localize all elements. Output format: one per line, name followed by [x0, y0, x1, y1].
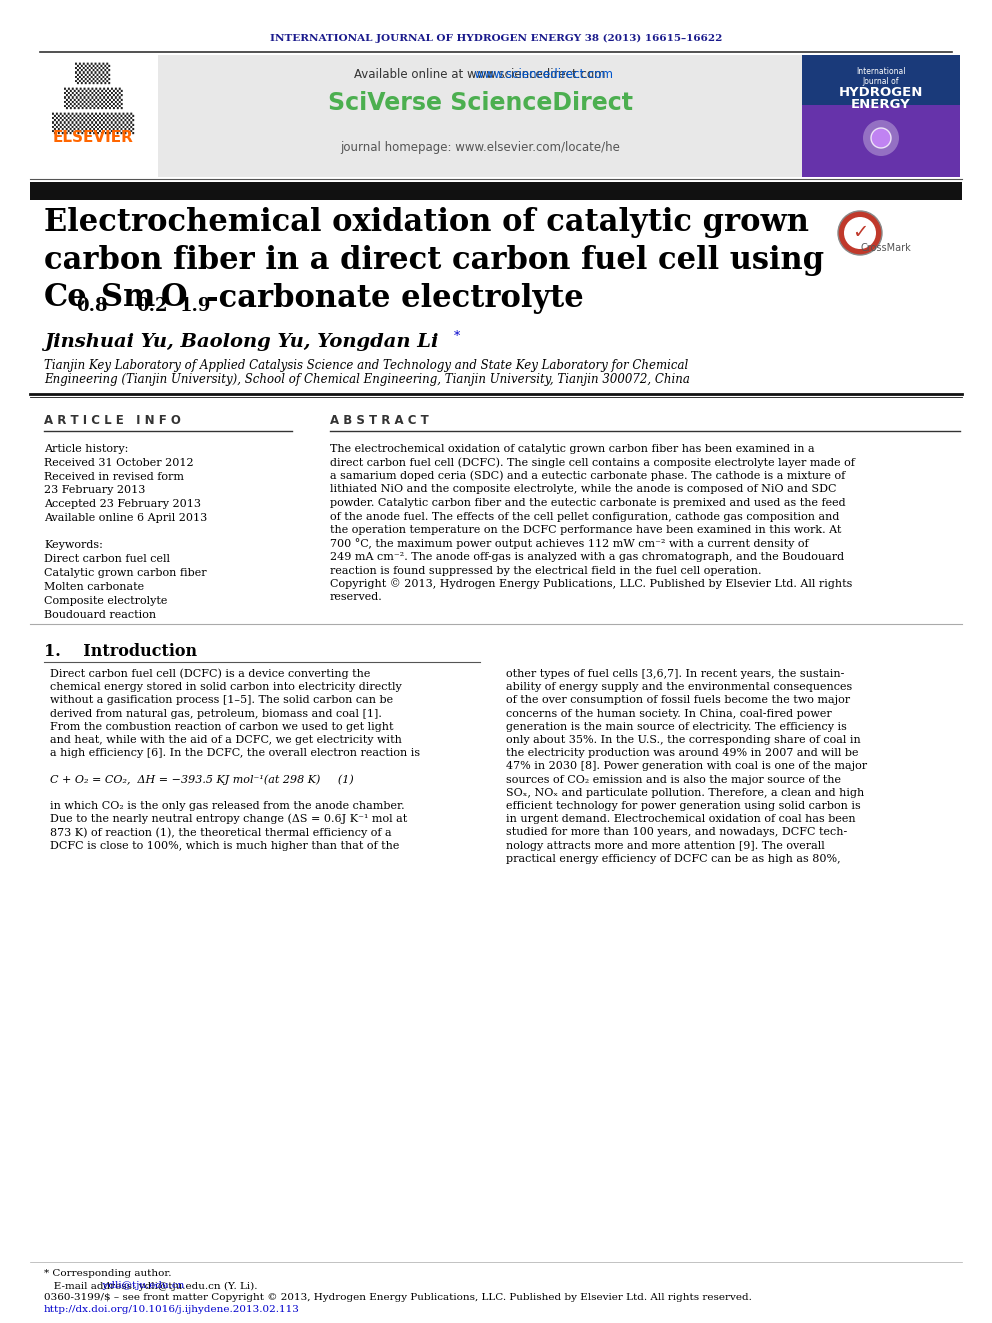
Text: reaction is found suppressed by the electrical field in the fuel cell operation.: reaction is found suppressed by the elec… — [330, 565, 762, 576]
Text: Due to the nearly neutral entropy change (ΔS = 0.6J K⁻¹ mol at: Due to the nearly neutral entropy change… — [50, 814, 408, 824]
Text: derived from natural gas, petroleum, biomass and coal [1].: derived from natural gas, petroleum, bio… — [50, 709, 382, 718]
Text: E-mail address: ydli@tju.edu.cn (Y. Li).: E-mail address: ydli@tju.edu.cn (Y. Li). — [44, 1282, 258, 1290]
Text: 0360-3199/$ – see front matter Copyright © 2013, Hydrogen Energy Publications, L: 0360-3199/$ – see front matter Copyright… — [44, 1294, 752, 1303]
Text: HYDROGEN: HYDROGEN — [839, 86, 924, 99]
Text: sources of CO₂ emission and is also the major source of the: sources of CO₂ emission and is also the … — [506, 774, 841, 785]
Text: ENERGY: ENERGY — [851, 98, 911, 111]
Text: concerns of the human society. In China, coal-fired power: concerns of the human society. In China,… — [506, 709, 831, 718]
Bar — [802, 105, 960, 177]
Text: chemical energy stored in solid carbon into electricity directly: chemical energy stored in solid carbon i… — [50, 683, 402, 692]
Text: A R T I C L E   I N F O: A R T I C L E I N F O — [44, 414, 181, 427]
Text: Molten carbonate: Molten carbonate — [44, 582, 144, 591]
Text: C + O₂ = CO₂,  ΔH = −393.5 KJ mol⁻¹(at 298 K)     (1): C + O₂ = CO₂, ΔH = −393.5 KJ mol⁻¹(at 29… — [50, 774, 354, 785]
Text: Sm: Sm — [101, 283, 156, 314]
Text: powder. Catalytic carbon fiber and the eutectic carbonate is premixed and used a: powder. Catalytic carbon fiber and the e… — [330, 497, 845, 508]
Circle shape — [871, 128, 891, 148]
Text: From the combustion reaction of carbon we used to get light: From the combustion reaction of carbon w… — [50, 722, 394, 732]
Text: of the anode fuel. The effects of the cell pellet configuration, cathode gas com: of the anode fuel. The effects of the ce… — [330, 512, 839, 521]
Text: ability of energy supply and the environmental consequences: ability of energy supply and the environ… — [506, 683, 852, 692]
Text: journal homepage: www.elsevier.com/locate/he: journal homepage: www.elsevier.com/locat… — [340, 142, 620, 155]
Text: The electrochemical oxidation of catalytic grown carbon fiber has been examined : The electrochemical oxidation of catalyt… — [330, 445, 814, 454]
Text: Boudouard reaction: Boudouard reaction — [44, 610, 156, 620]
Text: 23 February 2013: 23 February 2013 — [44, 486, 146, 495]
Text: A B S T R A C T: A B S T R A C T — [330, 414, 429, 427]
Text: in urgent demand. Electrochemical oxidation of coal has been: in urgent demand. Electrochemical oxidat… — [506, 814, 856, 824]
Text: direct carbon fuel cell (DCFC). The single cell contains a composite electrolyte: direct carbon fuel cell (DCFC). The sing… — [330, 458, 855, 468]
Text: 700 °C, the maximum power output achieves 112 mW cm⁻² with a current density of: 700 °C, the maximum power output achieve… — [330, 538, 808, 549]
Circle shape — [844, 217, 876, 249]
Text: 1.9: 1.9 — [180, 296, 211, 315]
Text: CrossMark: CrossMark — [861, 243, 912, 253]
Text: Ce: Ce — [44, 283, 87, 314]
Text: Jinshuai Yu, Baolong Yu, Yongdan Li: Jinshuai Yu, Baolong Yu, Yongdan Li — [44, 333, 438, 351]
Text: a samarium doped ceria (SDC) and a eutectic carbonate phase. The cathode is a mi: a samarium doped ceria (SDC) and a eutec… — [330, 471, 845, 482]
Text: other types of fuel cells [3,6,7]. In recent years, the sustain-: other types of fuel cells [3,6,7]. In re… — [506, 669, 844, 679]
Text: Available online at www.sciencedirect.com: Available online at www.sciencedirect.co… — [354, 67, 606, 81]
Text: ▒▒▒
▒▒▒▒▒
▒▒▒▒▒▒▒: ▒▒▒ ▒▒▒▒▒ ▒▒▒▒▒▒▒ — [52, 62, 134, 134]
Text: ELSEVIER: ELSEVIER — [53, 130, 134, 144]
Text: carbon fiber in a direct carbon fuel cell using: carbon fiber in a direct carbon fuel cel… — [44, 245, 824, 275]
Text: O: O — [161, 283, 187, 314]
Text: only about 35%. In the U.S., the corresponding share of coal in: only about 35%. In the U.S., the corresp… — [506, 736, 861, 745]
Text: Keywords:: Keywords: — [44, 540, 103, 550]
Text: a high efficiency [6]. In the DCFC, the overall electron reaction is: a high efficiency [6]. In the DCFC, the … — [50, 749, 421, 758]
Text: the electricity production was around 49% in 2007 and will be: the electricity production was around 49… — [506, 749, 858, 758]
Text: practical energy efficiency of DCFC can be as high as 80%,: practical energy efficiency of DCFC can … — [506, 853, 840, 864]
Text: Catalytic grown carbon fiber: Catalytic grown carbon fiber — [44, 568, 206, 578]
Text: Copyright © 2013, Hydrogen Energy Publications, LLC. Published by Elsevier Ltd. : Copyright © 2013, Hydrogen Energy Public… — [330, 578, 852, 589]
Text: 0.2: 0.2 — [136, 296, 168, 315]
Text: 0.8: 0.8 — [76, 296, 107, 315]
Text: DCFC is close to 100%, which is much higher than that of the: DCFC is close to 100%, which is much hig… — [50, 840, 400, 851]
Text: 1.    Introduction: 1. Introduction — [44, 643, 197, 660]
Text: 873 K) of reaction (1), the theoretical thermal efficiency of a: 873 K) of reaction (1), the theoretical … — [50, 827, 392, 837]
Text: SOₓ, NOₓ and particulate pollution. Therefore, a clean and high: SOₓ, NOₓ and particulate pollution. Ther… — [506, 787, 864, 798]
Text: Tianjin Key Laboratory of Applied Catalysis Science and Technology and State Key: Tianjin Key Laboratory of Applied Cataly… — [44, 360, 688, 373]
Text: http://dx.doi.org/10.1016/j.ijhydene.2013.02.113: http://dx.doi.org/10.1016/j.ijhydene.201… — [44, 1306, 300, 1315]
Text: * Corresponding author.: * Corresponding author. — [44, 1270, 172, 1278]
Text: lithiated NiO and the composite electrolyte, while the anode is composed of NiO : lithiated NiO and the composite electrol… — [330, 484, 836, 495]
Bar — [158, 56, 802, 177]
Text: the operation temperature on the DCFC performance have been examined in this wor: the operation temperature on the DCFC pe… — [330, 525, 841, 534]
Bar — [30, 56, 156, 177]
Bar — [30, 183, 962, 200]
Circle shape — [863, 120, 899, 156]
Text: ydli@tju.edu.cn: ydli@tju.edu.cn — [44, 1282, 185, 1290]
Text: Composite electrolyte: Composite electrolyte — [44, 595, 168, 606]
Text: ✓: ✓ — [852, 224, 868, 242]
Text: Journal of: Journal of — [863, 77, 900, 86]
Text: without a gasification process [1–5]. The solid carbon can be: without a gasification process [1–5]. Th… — [50, 696, 393, 705]
Text: -carbonate electrolyte: -carbonate electrolyte — [206, 283, 583, 314]
Bar — [802, 56, 960, 177]
Text: Direct carbon fuel cell: Direct carbon fuel cell — [44, 554, 170, 564]
Text: Engineering (Tianjin University), School of Chemical Engineering, Tianjin Univer: Engineering (Tianjin University), School… — [44, 373, 689, 385]
Text: efficient technology for power generation using solid carbon is: efficient technology for power generatio… — [506, 800, 861, 811]
Text: studied for more than 100 years, and nowadays, DCFC tech-: studied for more than 100 years, and now… — [506, 827, 847, 837]
Text: 47% in 2030 [8]. Power generation with coal is one of the major: 47% in 2030 [8]. Power generation with c… — [506, 762, 867, 771]
Text: *: * — [454, 329, 460, 343]
Text: 249 mA cm⁻². The anode off-gas is analyzed with a gas chromatograph, and the Bou: 249 mA cm⁻². The anode off-gas is analyz… — [330, 552, 844, 562]
Text: nology attracts more and more attention [9]. The overall: nology attracts more and more attention … — [506, 840, 824, 851]
Text: INTERNATIONAL JOURNAL OF HYDROGEN ENERGY 38 (2013) 16615–16622: INTERNATIONAL JOURNAL OF HYDROGEN ENERGY… — [270, 33, 722, 42]
Text: SciVerse ScienceDirect: SciVerse ScienceDirect — [327, 91, 633, 115]
Text: Accepted 23 February 2013: Accepted 23 February 2013 — [44, 499, 201, 509]
Text: Received in revised form: Received in revised form — [44, 472, 184, 482]
Text: Available online 6 April 2013: Available online 6 April 2013 — [44, 513, 207, 523]
Text: Received 31 October 2012: Received 31 October 2012 — [44, 458, 193, 468]
Text: generation is the main source of electricity. The efficiency is: generation is the main source of electri… — [506, 722, 847, 732]
Text: International: International — [856, 67, 906, 77]
Text: www.sciencedirect.com: www.sciencedirect.com — [347, 67, 613, 81]
Text: in which CO₂ is the only gas released from the anode chamber.: in which CO₂ is the only gas released fr… — [50, 800, 405, 811]
Circle shape — [838, 210, 882, 255]
Text: Electrochemical oxidation of catalytic grown: Electrochemical oxidation of catalytic g… — [44, 206, 809, 238]
Text: of the over consumption of fossil fuels become the two major: of the over consumption of fossil fuels … — [506, 696, 850, 705]
Text: Article history:: Article history: — [44, 445, 128, 454]
Text: and heat, while with the aid of a DCFC, we get electricity with: and heat, while with the aid of a DCFC, … — [50, 736, 402, 745]
Text: reserved.: reserved. — [330, 593, 383, 602]
Text: Direct carbon fuel cell (DCFC) is a device converting the: Direct carbon fuel cell (DCFC) is a devi… — [50, 668, 370, 679]
